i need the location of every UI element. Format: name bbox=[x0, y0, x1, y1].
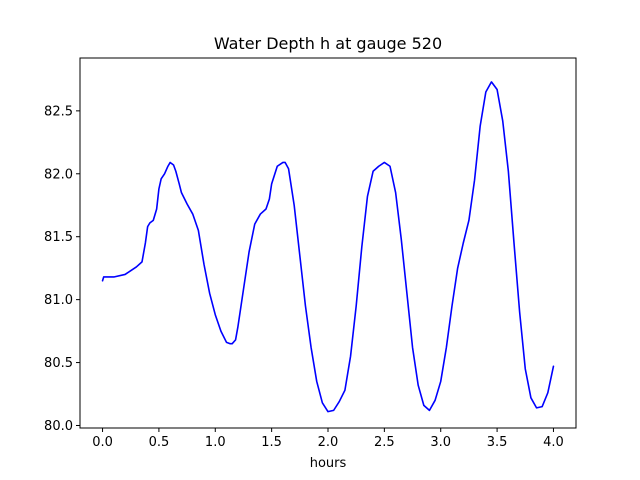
y-axis-ticks: 80.0 80.5 81.0 81.5 82.0 82.5 bbox=[44, 104, 80, 434]
x-tick-label: 3.5 bbox=[487, 435, 508, 450]
series-layer bbox=[101, 81, 555, 413]
y-tick-label: 80.0 bbox=[44, 419, 73, 434]
y-tick-label: 82.5 bbox=[44, 104, 73, 119]
chart-title: Water Depth h at gauge 520 bbox=[214, 34, 442, 53]
x-tick-label: 2.0 bbox=[318, 435, 339, 450]
series-line-1 bbox=[101, 81, 555, 413]
x-tick-label: 0.0 bbox=[92, 435, 113, 450]
x-tick-label: 0.5 bbox=[149, 435, 170, 450]
y-tick-label: 80.5 bbox=[44, 356, 73, 371]
x-tick-label: 1.0 bbox=[205, 435, 226, 450]
x-tick-label: 3.0 bbox=[430, 435, 451, 450]
y-tick-label: 81.5 bbox=[44, 230, 73, 245]
x-tick-label: 1.5 bbox=[261, 435, 282, 450]
y-tick-label: 82.0 bbox=[44, 167, 73, 182]
y-tick-label: 81.0 bbox=[44, 293, 73, 308]
x-axis-ticks: 0.0 0.5 1.0 1.5 2.0 2.5 3.0 3.5 4.0 bbox=[92, 428, 564, 450]
x-tick-label: 4.0 bbox=[543, 435, 564, 450]
x-tick-label: 2.5 bbox=[374, 435, 395, 450]
x-axis-label: hours bbox=[310, 456, 347, 471]
